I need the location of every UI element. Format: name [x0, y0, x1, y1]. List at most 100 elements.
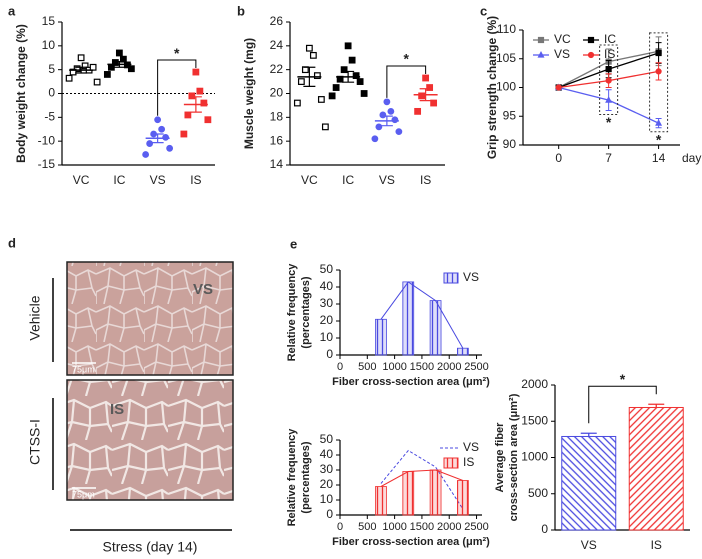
- y-axis-label: (percentages): [300, 441, 312, 513]
- point: [192, 68, 200, 76]
- point: [344, 42, 352, 50]
- y-tick-label: 2000: [521, 377, 548, 391]
- point: [537, 36, 545, 44]
- y-tick-label: 20: [270, 86, 284, 100]
- annotation-label: *: [606, 114, 612, 130]
- y-tick-label: 0: [326, 347, 333, 361]
- point: [422, 74, 430, 82]
- point: [414, 107, 422, 115]
- significance-bracket: [588, 385, 657, 424]
- x-tick-label: 1000: [382, 521, 406, 533]
- point: [655, 49, 662, 57]
- point: [81, 62, 89, 70]
- bar: [457, 347, 469, 356]
- x-tick-label: 7: [605, 151, 612, 165]
- scale-label: 75μm: [72, 489, 95, 499]
- y-tick-label: 0: [326, 507, 333, 521]
- x-tick-label: VS: [150, 173, 166, 187]
- bar: [402, 281, 415, 356]
- significance-label: *: [174, 45, 180, 61]
- point: [184, 111, 192, 119]
- y-tick-label: 50: [320, 432, 334, 446]
- legend-label: VC: [554, 32, 571, 46]
- point: [196, 87, 204, 95]
- panel-label: e: [290, 236, 297, 251]
- y-tick-label: 30: [320, 462, 334, 476]
- error-bar: [580, 432, 597, 437]
- y-axis-label: cross-section area (μm²): [508, 393, 520, 521]
- x-tick-label: 1000: [382, 361, 406, 373]
- point: [371, 135, 379, 143]
- annotation-box: [649, 32, 669, 133]
- series-line: [380, 449, 464, 510]
- point: [162, 133, 170, 141]
- y-axis-label: Muscle weight (mg): [242, 38, 256, 149]
- panel-label: b: [237, 3, 245, 18]
- x-axis-label: Fiber cross-section area (μm²): [332, 536, 490, 548]
- scale-label: 75μm: [72, 364, 95, 374]
- y-axis-label: Body weight change (%): [14, 24, 28, 163]
- point: [352, 72, 360, 80]
- point: [332, 84, 340, 91]
- y-tick-label: 10: [320, 330, 334, 344]
- x-unit-label: day: [682, 151, 701, 165]
- x-tick-label: 1500: [410, 521, 434, 533]
- point: [111, 59, 119, 66]
- point: [313, 72, 321, 80]
- y-tick-label: 40: [320, 279, 334, 293]
- point: [587, 36, 595, 44]
- y-tick-label: 20: [320, 477, 334, 491]
- x-tick-label: VC: [301, 173, 318, 187]
- point: [348, 56, 356, 64]
- point: [65, 74, 73, 82]
- bar: [429, 469, 442, 516]
- panel-label: a: [8, 3, 16, 18]
- y-tick-label: 1500: [521, 413, 548, 427]
- point: [200, 99, 208, 107]
- point: [142, 151, 150, 158]
- legend-label: IC: [604, 32, 616, 46]
- y-tick-label: 5: [48, 62, 55, 76]
- y-axis-label: Relative frequency: [286, 263, 298, 362]
- y-tick-label: 18: [270, 110, 284, 124]
- point: [395, 128, 403, 136]
- significance-label: *: [620, 371, 626, 387]
- x-axis-label: Fiber cross-section area (μm²): [332, 376, 490, 388]
- point: [204, 116, 212, 124]
- annotation-box: [599, 44, 619, 115]
- y-tick-label: -5: [44, 110, 55, 124]
- sem-bar: [380, 115, 393, 127]
- y-tick-label: 10: [42, 38, 56, 52]
- row-label: CTSS-I: [27, 419, 43, 465]
- error-bar: [648, 403, 665, 408]
- x-tick-label: 1500: [410, 361, 434, 373]
- point: [146, 140, 154, 147]
- y-tick-label: 90: [503, 137, 517, 151]
- significance-bracket: [386, 65, 427, 98]
- y-tick-label: 0: [48, 86, 55, 100]
- x-tick-label: 0: [337, 361, 343, 373]
- point: [93, 78, 101, 86]
- y-axis-label: Relative frequency: [286, 428, 298, 527]
- sem-bar: [75, 66, 88, 74]
- y-tick-label: 110: [497, 22, 516, 36]
- x-tick-label: 0: [555, 151, 562, 165]
- x-tick-label: 2500: [464, 361, 488, 373]
- sem-bar: [189, 96, 202, 113]
- y-tick-label: 22: [270, 62, 284, 76]
- legend-label: VS: [463, 440, 479, 454]
- point: [305, 44, 313, 52]
- image-label: VS: [193, 281, 213, 298]
- series-line: [380, 469, 464, 487]
- y-tick-label: 10: [320, 492, 334, 506]
- point: [103, 71, 111, 78]
- point: [317, 96, 325, 103]
- point: [328, 92, 336, 100]
- point: [655, 68, 662, 75]
- sem-bar: [303, 66, 316, 87]
- x-tick-label: IC: [342, 173, 354, 187]
- y-tick-label: 16: [270, 133, 284, 147]
- x-tick-label: IS: [651, 538, 662, 552]
- point: [426, 84, 434, 91]
- point: [605, 65, 612, 73]
